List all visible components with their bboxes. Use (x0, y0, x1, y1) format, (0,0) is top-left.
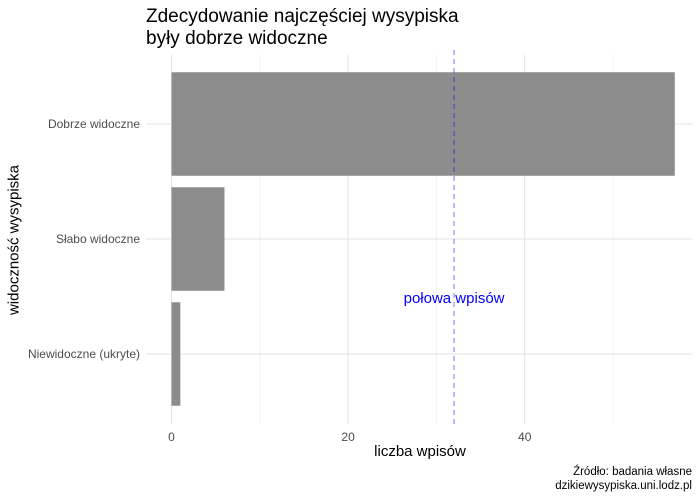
x-axis-label: liczba wpisów (374, 443, 466, 460)
y-tick-label: Dobrze widoczne (48, 117, 140, 131)
reference-line-label: połowa wpisów (404, 290, 505, 307)
caption-url: dzikiewysypiska.uni.lodz.pl (555, 480, 692, 492)
title-line-2: były dobrze widoczne (146, 28, 328, 49)
caption-source: Źródło: badania własne (573, 466, 692, 478)
y-tick-label: Niewidoczne (ukryte) (28, 347, 140, 361)
bar-s-abo-widoczne (171, 187, 225, 291)
y-tick-label: Słabo widoczne (56, 232, 140, 246)
chart-title: Zdecydowanie najczęściej wysypiska były … (146, 6, 459, 50)
title-line-1: Zdecydowanie najczęściej wysypiska (146, 6, 459, 27)
x-tick-label: 20 (341, 430, 355, 444)
x-tick-label: 0 (168, 430, 175, 444)
y-axis-label: widoczność wysypiska (5, 164, 23, 316)
bar-dobrze-widoczne (171, 72, 675, 176)
x-tick-label: 40 (518, 430, 532, 444)
bar-niewidoczne-ukryte- (171, 302, 181, 406)
